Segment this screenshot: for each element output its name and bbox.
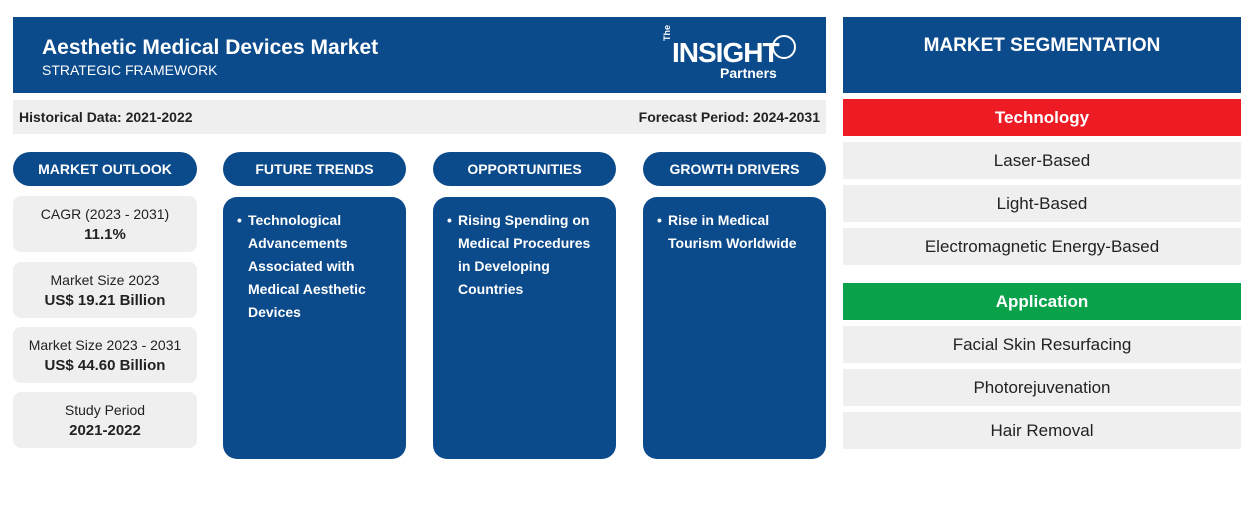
segment-item: Photorejuvenation	[843, 369, 1241, 406]
stat-label: Market Size 2023	[50, 271, 160, 288]
trend-bullet-item: • Technological Advancements Associated …	[237, 209, 394, 324]
stat-cagr: CAGR (2023 - 2031) 11.1%	[13, 196, 197, 252]
stat-value: US$ 44.60 Billion	[44, 356, 166, 374]
header-banner: Aesthetic Medical Devices Market STRATEG…	[13, 17, 826, 93]
stat-label: Study Period	[64, 401, 146, 418]
forecast-period: Forecast Period: 2024-2031	[638, 109, 820, 125]
bullet-icon: •	[237, 212, 242, 228]
page-subtitle: STRATEGIC FRAMEWORK	[42, 62, 218, 78]
logo-partners: Partners	[720, 65, 777, 81]
driver-text: Rise in Medical Tourism Worldwide	[668, 212, 797, 251]
growth-drivers-heading: GROWTH DRIVERS	[643, 152, 826, 186]
growth-drivers-panel: • Rise in Medical Tourism Worldwide	[643, 197, 826, 459]
driver-bullet-item: • Rise in Medical Tourism Worldwide	[657, 209, 814, 255]
stat-value: 11.1%	[84, 225, 126, 243]
opportunity-text: Rising Spending on Medical Procedures in…	[458, 212, 591, 297]
segment-item: Laser-Based	[843, 142, 1241, 179]
stat-market-size-2023: Market Size 2023 US$ 19.21 Billion	[13, 262, 197, 318]
segment-item: Hair Removal	[843, 412, 1241, 449]
bullet-icon: •	[447, 212, 452, 228]
opportunities-panel: • Rising Spending on Medical Procedures …	[433, 197, 616, 459]
segmentation-title: MARKET SEGMENTATION	[843, 17, 1241, 93]
stat-market-size-forecast: Market Size 2023 - 2031 US$ 44.60 Billio…	[13, 327, 197, 383]
period-info-bar: Historical Data: 2021-2022 Forecast Peri…	[13, 100, 826, 134]
insight-partners-logo: The INSIGHT Partners	[662, 25, 802, 81]
historical-data: Historical Data: 2021-2022	[19, 109, 193, 125]
segment-item: Light-Based	[843, 185, 1241, 222]
page-title: Aesthetic Medical Devices Market	[42, 36, 379, 59]
stat-study-period: Study Period 2021-2022	[13, 392, 197, 448]
stat-label: CAGR (2023 - 2031)	[40, 205, 170, 222]
logo-ring-icon	[772, 35, 796, 59]
stat-label: Market Size 2023 - 2031	[28, 336, 182, 353]
stat-value: 2021-2022	[69, 421, 141, 439]
segment-item: Facial Skin Resurfacing	[843, 326, 1241, 363]
future-trends-panel: • Technological Advancements Associated …	[223, 197, 406, 459]
segment-application-header: Application	[843, 283, 1241, 320]
stat-value: US$ 19.21 Billion	[44, 291, 166, 309]
opportunities-heading: OPPORTUNITIES	[433, 152, 616, 186]
segment-item: Electromagnetic Energy-Based	[843, 228, 1241, 265]
opportunity-bullet-item: • Rising Spending on Medical Procedures …	[447, 209, 604, 301]
logo-the: The	[662, 24, 672, 41]
segment-technology-header: Technology	[843, 99, 1241, 136]
market-outlook-heading: MARKET OUTLOOK	[13, 152, 197, 186]
future-trends-heading: FUTURE TRENDS	[223, 152, 406, 186]
trend-text: Technological Advancements Associated wi…	[248, 212, 366, 320]
bullet-icon: •	[657, 212, 662, 228]
logo-brand: INSIGHT	[672, 37, 780, 68]
